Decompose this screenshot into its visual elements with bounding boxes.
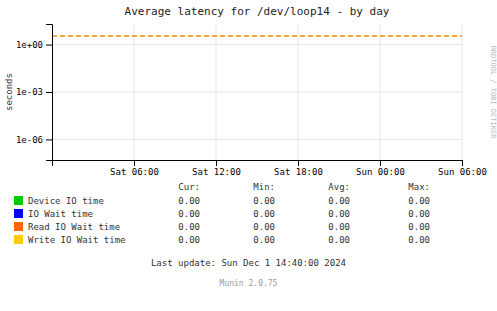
table-value: 0.00 — [178, 209, 200, 219]
legend-swatch — [14, 209, 23, 218]
tick: Sat 12:00 — [192, 160, 241, 177]
tick-label: 1e-03 — [16, 87, 43, 97]
title: Average latency for /dev/loop14 - by day — [125, 5, 390, 18]
tick-mark — [46, 139, 52, 140]
table-value: 0.00 — [328, 196, 350, 206]
table-header: Max: — [408, 182, 430, 192]
legend-label: Write IO Wait time — [28, 235, 126, 245]
legend-swatch — [14, 235, 23, 244]
tick-label: Sat 12:00 — [192, 167, 241, 177]
tick-mark — [298, 160, 299, 166]
tick-label: Sun 06:00 — [438, 167, 487, 177]
table-header: Min: — [253, 182, 275, 192]
grid-line — [52, 92, 462, 93]
legend-label: Device IO time — [28, 196, 104, 206]
tick-mark — [46, 92, 52, 93]
table-header: Cur: — [178, 182, 200, 192]
table-value: 0.00 — [408, 209, 430, 219]
plot-area — [52, 35, 462, 36]
tick-label: 1e+00 — [16, 40, 43, 50]
table-value: 0.00 — [253, 196, 275, 206]
tick-mark — [462, 160, 463, 166]
tick: 1e-03 — [16, 87, 52, 97]
table-value: 0.00 — [253, 222, 275, 232]
table-value: 0.00 — [178, 222, 200, 232]
table-value: 0.00 — [328, 235, 350, 245]
table-value: 0.00 — [408, 196, 430, 206]
legend: Cur: Min: Avg: Max: Device IO time 0.00 0.00 0.… — [14, 182, 430, 245]
tick-label: 1e-06 — [16, 135, 43, 145]
legend-label: IO Wait time — [28, 209, 93, 219]
annotation: Last update: Sun Dec 1 14:40:00 2024 — [151, 258, 346, 268]
tick-label: Sat 18:00 — [274, 167, 323, 177]
table-value: 0.00 — [408, 235, 430, 245]
table-value: 0.00 — [328, 222, 350, 232]
tick: Sun 00:00 — [356, 160, 405, 177]
grid-line — [52, 44, 462, 45]
grid — [52, 24, 462, 160]
tick: 1e-06 — [16, 135, 52, 145]
tick-mark — [216, 160, 217, 166]
y-axis: 1e-06 1e-03 1e+00 — [16, 25, 53, 161]
table-value: 0.00 — [408, 222, 430, 232]
axis-line — [46, 25, 53, 161]
table-value: 0.00 — [253, 209, 275, 219]
tick: 1e+00 — [16, 40, 52, 50]
tick-mark — [46, 45, 52, 46]
legend-swatch — [14, 196, 23, 205]
table-value: 0.00 — [178, 196, 200, 206]
y-axis-title: seconds — [4, 73, 14, 111]
tick-mark — [380, 160, 381, 166]
table-value: 0.00 — [328, 209, 350, 219]
tick-mark — [134, 160, 135, 166]
axis-line — [53, 161, 463, 167]
table-header: Avg: — [328, 182, 350, 192]
tick: Sat 06:00 — [110, 160, 159, 177]
grid-line — [52, 139, 462, 140]
tick-label: Sun 00:00 — [356, 167, 405, 177]
chart: Sat 06:00 Sat 12:00 Sat 18:00 Sun 00:00 Sun … — [0, 0, 497, 311]
table-value: 0.00 — [178, 235, 200, 245]
annotation: Munin 2.0.75 — [220, 279, 278, 288]
table-value: 0.00 — [253, 235, 275, 245]
tick: Sun 06:00 — [438, 160, 487, 177]
reference-line — [52, 35, 462, 37]
tick-label: Sat 06:00 — [110, 167, 159, 177]
legend-swatch — [14, 222, 23, 231]
x-axis: Sat 06:00 Sat 12:00 Sat 18:00 Sun 00:00 Sun … — [53, 160, 487, 177]
annotation: RRDTOOL / TOBI OETIKER — [489, 46, 497, 140]
tick: Sat 18:00 — [274, 160, 323, 177]
legend-label: Read IO Wait time — [28, 222, 120, 232]
